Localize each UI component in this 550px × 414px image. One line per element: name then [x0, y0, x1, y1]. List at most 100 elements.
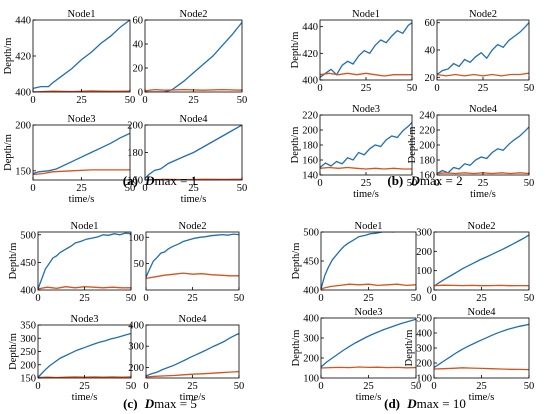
y-tick-label: 400 [416, 329, 432, 340]
x-tick-label: 50 [524, 381, 535, 392]
series-line-primary [146, 332, 239, 377]
plot-frame [32, 124, 131, 181]
plot-frame [37, 231, 132, 291]
plot-frame [433, 231, 530, 291]
x-tick-label: 50 [524, 83, 535, 94]
series-line-primary [320, 122, 412, 169]
y-tick-label: 220 [302, 111, 318, 122]
caption-b-var: D [410, 173, 421, 188]
series-line-secondary [437, 72, 529, 77]
subplot-c-2: Node2 0 25 50 50 100 [128, 221, 244, 304]
caption-d: (d) Dmax = 10 [384, 396, 466, 411]
x-tick-label: 50 [125, 95, 136, 106]
y-tick-label: 180 [419, 156, 435, 167]
x-axis-label: time/s [72, 392, 98, 403]
x-tick-label: 25 [79, 293, 90, 304]
x-axis-label: time/s [469, 392, 495, 403]
plot-frame [319, 114, 413, 176]
y-tick-label: 160 [127, 176, 143, 187]
y-tick-label: 440 [15, 16, 31, 27]
series-line-secondary [320, 72, 412, 77]
series-line-secondary [320, 166, 412, 170]
y-tick-label: 500 [416, 314, 432, 325]
x-tick-label: 50 [237, 95, 248, 106]
x-tick-label: 0 [143, 381, 148, 392]
y-axis-label: Depth/m [8, 243, 19, 280]
y-tick-label: 100 [416, 266, 432, 277]
y-tick-label: 300 [303, 334, 319, 345]
caption-a-rest: max = 1 [155, 173, 198, 188]
y-tick-label: 20 [133, 64, 144, 75]
y-axis-label: Depth/m [3, 38, 14, 75]
subplot-title: Node4 [180, 114, 209, 125]
y-tick-label: 240 [419, 111, 435, 122]
subplot-title: Node2 [468, 221, 496, 232]
y-tick-label: 20 [425, 73, 436, 84]
series-line-primary [146, 233, 239, 278]
series-line-secondary [434, 367, 529, 371]
y-tick-label: 60 [133, 16, 144, 27]
caption-c-label: (c) [123, 396, 137, 411]
subplot-d-2: Node2 0 25 50 0 100 200 300 [416, 221, 534, 304]
x-tick-label: 50 [524, 178, 535, 189]
y-tick-label: 180 [302, 141, 318, 152]
x-tick-label: 25 [79, 381, 90, 392]
plot-frame [37, 324, 132, 379]
subplot-title: Node2 [180, 9, 208, 20]
x-tick-label: 0 [142, 95, 147, 106]
y-axis-label: Depth/m [290, 32, 301, 69]
x-tick-label: 50 [407, 83, 418, 94]
x-tick-label: 0 [142, 183, 147, 194]
series-line-primary [33, 132, 130, 175]
x-tick-label: 50 [407, 178, 418, 189]
series-line-primary [437, 22, 529, 76]
subplot-c-4: Node4 0 25 50 200 300 400 time/s [128, 314, 244, 403]
y-tick-label: 200 [303, 354, 319, 365]
x-tick-label: 0 [434, 178, 439, 189]
subplot-title: Node3 [68, 114, 96, 125]
series-line-secondary [146, 370, 239, 378]
plot-frame [145, 324, 240, 379]
series-line-secondary [146, 272, 239, 280]
x-tick-label: 25 [361, 83, 372, 94]
y-tick-label: 250 [20, 347, 36, 358]
subplot-b-2: Node2 0 25 50 20 40 60 [425, 9, 535, 94]
series-line-secondary [33, 169, 130, 176]
subplot-title: Node2 [179, 221, 207, 232]
subplot-title: Node1 [68, 9, 96, 20]
y-tick-label: 140 [302, 171, 318, 182]
y-tick-label: 200 [302, 126, 318, 137]
x-axis-label: time/s [180, 392, 206, 403]
y-tick-label: 160 [302, 156, 318, 167]
y-tick-label: 50 [134, 259, 145, 270]
y-axis-label: Depth/m [404, 330, 415, 367]
y-tick-label: 500 [20, 230, 36, 241]
subplot-title: Node4 [468, 307, 497, 318]
x-tick-label: 25 [478, 178, 489, 189]
x-tick-label: 25 [478, 83, 489, 94]
series-line-secondary [434, 284, 529, 287]
series-line-primary [321, 232, 416, 289]
plot-frame [436, 19, 530, 81]
y-tick-label: 200 [128, 363, 144, 374]
y-axis-label: Depth/m [291, 243, 302, 280]
y-tick-label: 420 [15, 52, 31, 63]
x-tick-label: 25 [76, 183, 87, 194]
y-axis-label: Depth/m [407, 127, 418, 164]
x-tick-label: 25 [187, 381, 198, 392]
y-tick-label: 440 [302, 22, 318, 33]
caption-c: (c) Dmax = 5 [123, 396, 197, 411]
x-tick-label: 50 [125, 183, 136, 194]
series-line-primary [320, 22, 412, 78]
y-tick-label: 0 [138, 88, 143, 99]
caption-c-rest: max = 5 [154, 396, 197, 411]
y-axis-label: Depth/m [291, 330, 302, 367]
x-tick-label: 0 [317, 83, 322, 94]
x-tick-label: 25 [361, 178, 372, 189]
x-tick-label: 25 [363, 381, 374, 392]
